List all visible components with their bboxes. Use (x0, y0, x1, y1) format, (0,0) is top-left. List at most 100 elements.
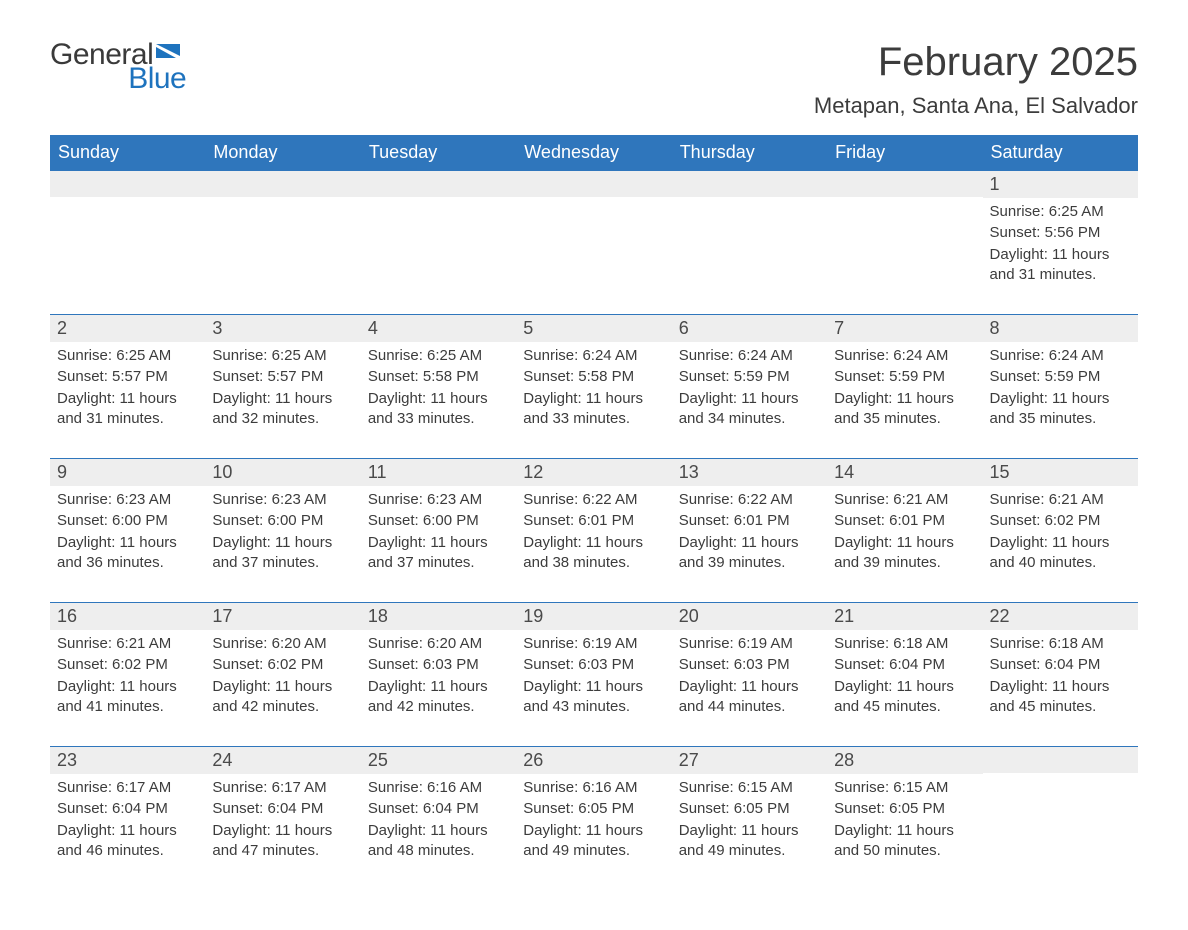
day-cell: 18Sunrise: 6:20 AMSunset: 6:03 PMDayligh… (361, 603, 516, 747)
sunrise-text: Sunrise: 6:21 AM (834, 490, 975, 510)
day-cell: 19Sunrise: 6:19 AMSunset: 6:03 PMDayligh… (516, 603, 671, 747)
daylight-text: Daylight: 11 hours and 35 minutes. (834, 389, 975, 430)
day-number (827, 171, 982, 197)
day-cell (516, 171, 671, 315)
day-number: 19 (516, 603, 671, 630)
day-number: 9 (50, 459, 205, 486)
sunset-text: Sunset: 6:05 PM (679, 799, 820, 819)
day-cell: 21Sunrise: 6:18 AMSunset: 6:04 PMDayligh… (827, 603, 982, 747)
day-cell: 11Sunrise: 6:23 AMSunset: 6:00 PMDayligh… (361, 459, 516, 603)
sunrise-text: Sunrise: 6:15 AM (834, 778, 975, 798)
sunrise-text: Sunrise: 6:15 AM (679, 778, 820, 798)
daylight-text: Daylight: 11 hours and 39 minutes. (834, 533, 975, 574)
header: General Blue February 2025 Metapan, Sant… (50, 40, 1138, 119)
day-body: Sunrise: 6:15 AMSunset: 6:05 PMDaylight:… (672, 774, 827, 890)
daylight-text: Daylight: 11 hours and 39 minutes. (679, 533, 820, 574)
day-body: Sunrise: 6:15 AMSunset: 6:05 PMDaylight:… (827, 774, 982, 890)
day-body: Sunrise: 6:20 AMSunset: 6:03 PMDaylight:… (361, 630, 516, 746)
day-number: 22 (983, 603, 1138, 630)
sunset-text: Sunset: 6:04 PM (368, 799, 509, 819)
day-cell: 12Sunrise: 6:22 AMSunset: 6:01 PMDayligh… (516, 459, 671, 603)
sunset-text: Sunset: 6:00 PM (368, 511, 509, 531)
day-body: Sunrise: 6:24 AMSunset: 5:59 PMDaylight:… (672, 342, 827, 458)
day-number: 21 (827, 603, 982, 630)
day-body: Sunrise: 6:19 AMSunset: 6:03 PMDaylight:… (672, 630, 827, 746)
page-title: February 2025 (814, 40, 1138, 85)
day-number: 4 (361, 315, 516, 342)
day-cell: 10Sunrise: 6:23 AMSunset: 6:00 PMDayligh… (205, 459, 360, 603)
day-number: 14 (827, 459, 982, 486)
day-cell (205, 171, 360, 315)
sunset-text: Sunset: 6:01 PM (834, 511, 975, 531)
daylight-text: Daylight: 11 hours and 46 minutes. (57, 821, 198, 862)
logo: General Blue (50, 40, 186, 94)
sunrise-text: Sunrise: 6:22 AM (679, 490, 820, 510)
sunset-text: Sunset: 6:04 PM (57, 799, 198, 819)
sunset-text: Sunset: 6:03 PM (523, 655, 664, 675)
sunrise-text: Sunrise: 6:20 AM (368, 634, 509, 654)
day-number (205, 171, 360, 197)
day-number: 27 (672, 747, 827, 774)
day-number: 11 (361, 459, 516, 486)
day-body: Sunrise: 6:22 AMSunset: 6:01 PMDaylight:… (516, 486, 671, 602)
sunrise-text: Sunrise: 6:16 AM (368, 778, 509, 798)
day-body: Sunrise: 6:23 AMSunset: 6:00 PMDaylight:… (50, 486, 205, 602)
day-number: 20 (672, 603, 827, 630)
sunset-text: Sunset: 5:59 PM (679, 367, 820, 387)
day-body: Sunrise: 6:25 AMSunset: 5:57 PMDaylight:… (50, 342, 205, 458)
day-number: 15 (983, 459, 1138, 486)
day-number: 16 (50, 603, 205, 630)
daylight-text: Daylight: 11 hours and 34 minutes. (679, 389, 820, 430)
day-number: 10 (205, 459, 360, 486)
sunset-text: Sunset: 6:04 PM (990, 655, 1131, 675)
daylight-text: Daylight: 11 hours and 48 minutes. (368, 821, 509, 862)
week-row: 2Sunrise: 6:25 AMSunset: 5:57 PMDaylight… (50, 315, 1138, 459)
day-cell: 3Sunrise: 6:25 AMSunset: 5:57 PMDaylight… (205, 315, 360, 459)
daylight-text: Daylight: 11 hours and 47 minutes. (212, 821, 353, 862)
day-cell: 13Sunrise: 6:22 AMSunset: 6:01 PMDayligh… (672, 459, 827, 603)
weekday-header: Tuesday (361, 135, 516, 171)
week-row: 9Sunrise: 6:23 AMSunset: 6:00 PMDaylight… (50, 459, 1138, 603)
sunset-text: Sunset: 5:58 PM (523, 367, 664, 387)
day-body: Sunrise: 6:25 AMSunset: 5:57 PMDaylight:… (205, 342, 360, 458)
day-body: Sunrise: 6:24 AMSunset: 5:59 PMDaylight:… (827, 342, 982, 458)
sunset-text: Sunset: 6:04 PM (834, 655, 975, 675)
day-number: 13 (672, 459, 827, 486)
sunrise-text: Sunrise: 6:17 AM (57, 778, 198, 798)
daylight-text: Daylight: 11 hours and 36 minutes. (57, 533, 198, 574)
day-number: 18 (361, 603, 516, 630)
day-body: Sunrise: 6:21 AMSunset: 6:02 PMDaylight:… (50, 630, 205, 746)
day-number: 1 (983, 171, 1138, 198)
day-cell: 5Sunrise: 6:24 AMSunset: 5:58 PMDaylight… (516, 315, 671, 459)
sunrise-text: Sunrise: 6:25 AM (212, 346, 353, 366)
sunrise-text: Sunrise: 6:23 AM (368, 490, 509, 510)
daylight-text: Daylight: 11 hours and 45 minutes. (990, 677, 1131, 718)
sunset-text: Sunset: 5:56 PM (990, 223, 1131, 243)
day-cell (827, 171, 982, 315)
day-number: 8 (983, 315, 1138, 342)
day-body: Sunrise: 6:20 AMSunset: 6:02 PMDaylight:… (205, 630, 360, 746)
weekday-header: Sunday (50, 135, 205, 171)
sunrise-text: Sunrise: 6:23 AM (212, 490, 353, 510)
sunset-text: Sunset: 6:02 PM (57, 655, 198, 675)
day-cell: 6Sunrise: 6:24 AMSunset: 5:59 PMDaylight… (672, 315, 827, 459)
sunset-text: Sunset: 5:59 PM (990, 367, 1131, 387)
day-number: 12 (516, 459, 671, 486)
day-cell: 24Sunrise: 6:17 AMSunset: 6:04 PMDayligh… (205, 747, 360, 891)
sunset-text: Sunset: 6:03 PM (368, 655, 509, 675)
day-body: Sunrise: 6:23 AMSunset: 6:00 PMDaylight:… (361, 486, 516, 602)
day-cell: 26Sunrise: 6:16 AMSunset: 6:05 PMDayligh… (516, 747, 671, 891)
day-cell: 15Sunrise: 6:21 AMSunset: 6:02 PMDayligh… (983, 459, 1138, 603)
daylight-text: Daylight: 11 hours and 32 minutes. (212, 389, 353, 430)
day-cell: 25Sunrise: 6:16 AMSunset: 6:04 PMDayligh… (361, 747, 516, 891)
title-block: February 2025 Metapan, Santa Ana, El Sal… (814, 40, 1138, 119)
daylight-text: Daylight: 11 hours and 40 minutes. (990, 533, 1131, 574)
sunrise-text: Sunrise: 6:23 AM (57, 490, 198, 510)
day-number: 24 (205, 747, 360, 774)
day-body: Sunrise: 6:22 AMSunset: 6:01 PMDaylight:… (672, 486, 827, 602)
day-number: 5 (516, 315, 671, 342)
day-number: 28 (827, 747, 982, 774)
daylight-text: Daylight: 11 hours and 38 minutes. (523, 533, 664, 574)
day-body: Sunrise: 6:19 AMSunset: 6:03 PMDaylight:… (516, 630, 671, 746)
sunrise-text: Sunrise: 6:24 AM (679, 346, 820, 366)
